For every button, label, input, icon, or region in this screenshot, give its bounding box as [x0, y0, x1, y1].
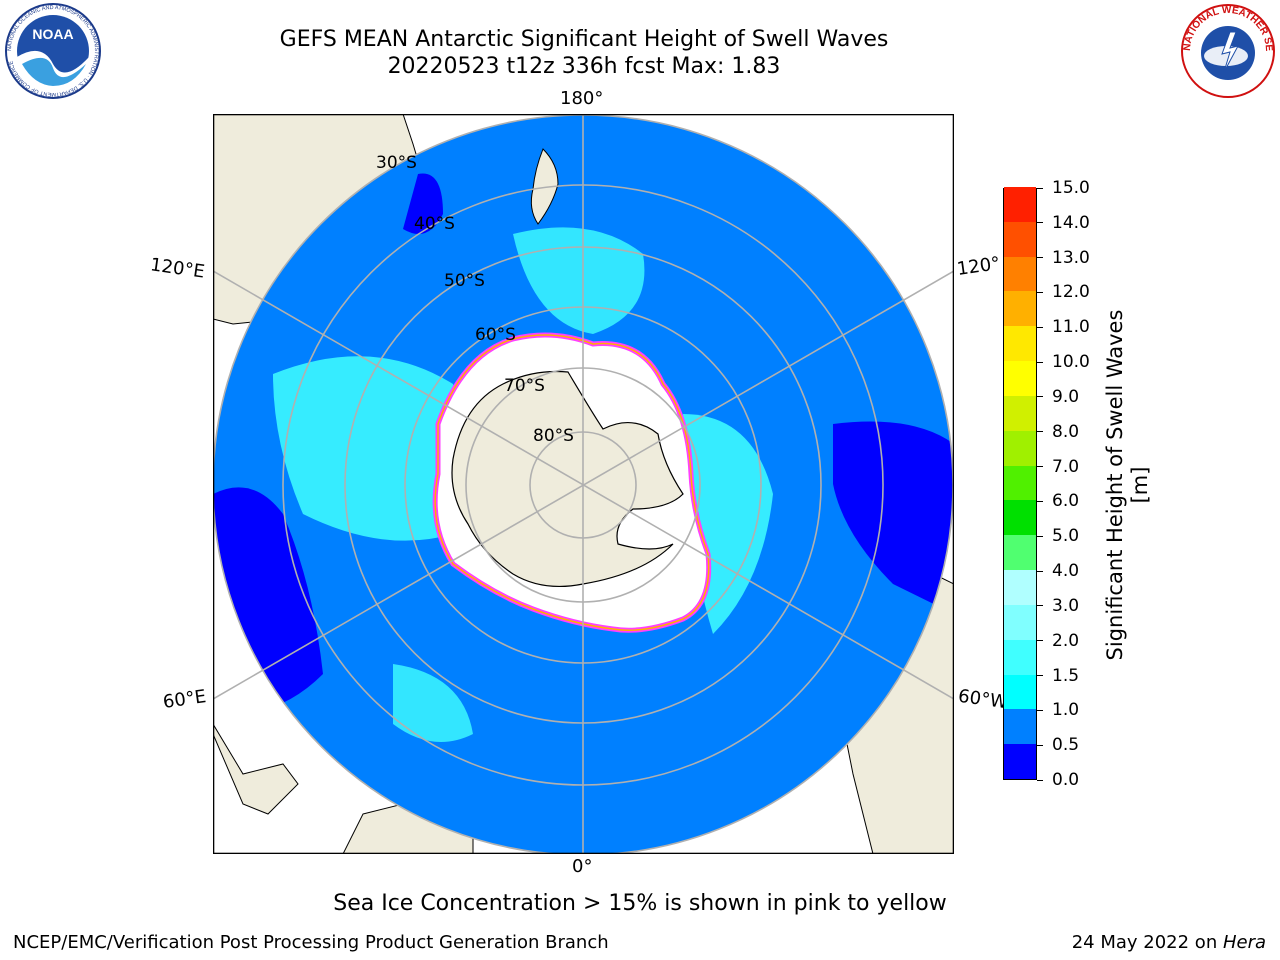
low-swell-tasman — [403, 173, 443, 234]
lat-label-40s: 40°S — [414, 214, 455, 234]
colorbar-segment — [1004, 395, 1036, 431]
chart-subtitle: 20220523 t12z 336h fcst Max: 1.83 — [387, 54, 781, 79]
colorbar-segment — [1004, 186, 1036, 222]
swell-patch-southern-indian — [273, 356, 468, 541]
lon-label-60e: 60°E — [161, 686, 208, 713]
footer-branch: NCEP/EMC/Verification Post Processing Pr… — [13, 932, 609, 953]
colorbar-tick-label: 14.0 — [1052, 212, 1090, 233]
lat-label-70s: 70°S — [504, 376, 545, 396]
colorbar-segment — [1004, 500, 1036, 536]
lon-label-120e: 120°E — [148, 254, 206, 283]
lon-label-180: 180° — [560, 88, 604, 109]
colorbar-tick — [1037, 187, 1043, 189]
polar-map — [213, 114, 954, 854]
colorbar-tick-label: 12.0 — [1052, 282, 1090, 303]
colorbar-tick-label: 13.0 — [1052, 247, 1090, 268]
noaa-logo-text: NOAA — [32, 26, 73, 42]
lat-label-80s: 80°S — [533, 426, 574, 446]
colorbar-tick — [1037, 257, 1043, 259]
colorbar — [1003, 186, 1037, 780]
lat-label-60s: 60°S — [475, 325, 516, 345]
sea-ice-note: Sea Ice Concentration > 15% is shown in … — [333, 891, 947, 916]
nws-logo: NATIONAL WEATHER SERVICE — [1178, 2, 1275, 98]
lat-label-30s: 30°S — [376, 153, 417, 173]
colorbar-tick — [1037, 640, 1043, 642]
lon-label-0: 0° — [572, 856, 593, 877]
colorbar-tick-label: 10.0 — [1052, 352, 1090, 373]
colorbar-segment — [1004, 430, 1036, 466]
lon-label-60w: 60°W — [956, 685, 1009, 714]
colorbar-tick-label: 1.5 — [1052, 665, 1080, 686]
colorbar-tick-label: 5.0 — [1052, 526, 1080, 547]
colorbar-tick-label: 7.0 — [1052, 456, 1080, 477]
colorbar-tick-label: 4.0 — [1052, 561, 1080, 582]
colorbar-segment — [1004, 569, 1036, 605]
colorbar-segment — [1004, 221, 1036, 257]
colorbar-segment — [1004, 256, 1036, 292]
sea-ice-edge — [434, 334, 710, 631]
new-zealand-land — [530, 148, 559, 225]
meridian-60e-120w — [213, 270, 954, 700]
swell-patch-new-zealand — [513, 227, 645, 334]
colorbar-tick — [1037, 675, 1043, 677]
colorbar-tick — [1037, 431, 1043, 433]
footer-date-text: 24 May 2022 on — [1071, 932, 1223, 953]
lat-label-50s: 50°S — [444, 271, 485, 291]
colorbar-tick — [1037, 291, 1043, 293]
footer-machine: Hera — [1222, 932, 1266, 953]
colorbar-segment — [1004, 326, 1036, 362]
swell-patch-atlantic — [393, 664, 473, 742]
footer-date: 24 May 2022 on Hera — [1072, 932, 1266, 954]
colorbar-segment — [1004, 744, 1036, 779]
colorbar-tick-label: 2.0 — [1052, 630, 1080, 651]
colorbar-tick-label: 3.0 — [1052, 595, 1080, 616]
southern-africa-land — [213, 723, 299, 815]
colorbar-tick-label: 8.0 — [1052, 421, 1080, 442]
colorbar-tick — [1037, 570, 1043, 572]
colorbar-tick-label: 11.0 — [1052, 317, 1090, 338]
colorbar-tick-label: 1.0 — [1052, 700, 1080, 721]
colorbar-tick-label: 15.0 — [1052, 178, 1090, 198]
colorbar-tick-label: 6.0 — [1052, 491, 1080, 512]
colorbar-segment — [1004, 360, 1036, 396]
colorbar-segment — [1004, 604, 1036, 640]
colorbar-title: Significant Height of Swell Waves [m] — [1103, 309, 1152, 661]
colorbar-tick — [1037, 744, 1043, 746]
colorbar-tick — [1037, 709, 1043, 711]
colorbar-tick — [1037, 222, 1043, 224]
colorbar-tick-label: 0.5 — [1052, 735, 1080, 756]
colorbar-tick — [1037, 605, 1043, 607]
colorbar-tick — [1037, 535, 1043, 537]
colorbar-tick — [1037, 396, 1043, 398]
noaa-logo: NOAA NATIONAL OCEANIC AND ATMOSPHERIC AD… — [5, 3, 101, 99]
colorbar-segment — [1004, 535, 1036, 571]
colorbar-segment — [1004, 639, 1036, 675]
map-border — [213, 114, 954, 854]
colorbar-segment — [1004, 709, 1036, 745]
antarctica-land — [451, 370, 684, 588]
colorbar-tick — [1037, 361, 1043, 363]
colorbar-segment — [1004, 465, 1036, 501]
colorbar-tick-label: 9.0 — [1052, 386, 1080, 407]
colorbar-tick — [1037, 326, 1043, 328]
colorbar-segment — [1004, 674, 1036, 710]
colorbar-segment — [1004, 291, 1036, 327]
colorbar-tick — [1037, 500, 1043, 502]
colorbar-tick — [1037, 779, 1043, 781]
low-swell-pacific — [833, 421, 953, 614]
colorbar-tick — [1037, 466, 1043, 468]
colorbar-tick-label: 0.0 — [1052, 770, 1080, 790]
chart-title: GEFS MEAN Antarctic Significant Height o… — [279, 27, 889, 52]
lon-label-120w: 120° — [955, 253, 1002, 280]
